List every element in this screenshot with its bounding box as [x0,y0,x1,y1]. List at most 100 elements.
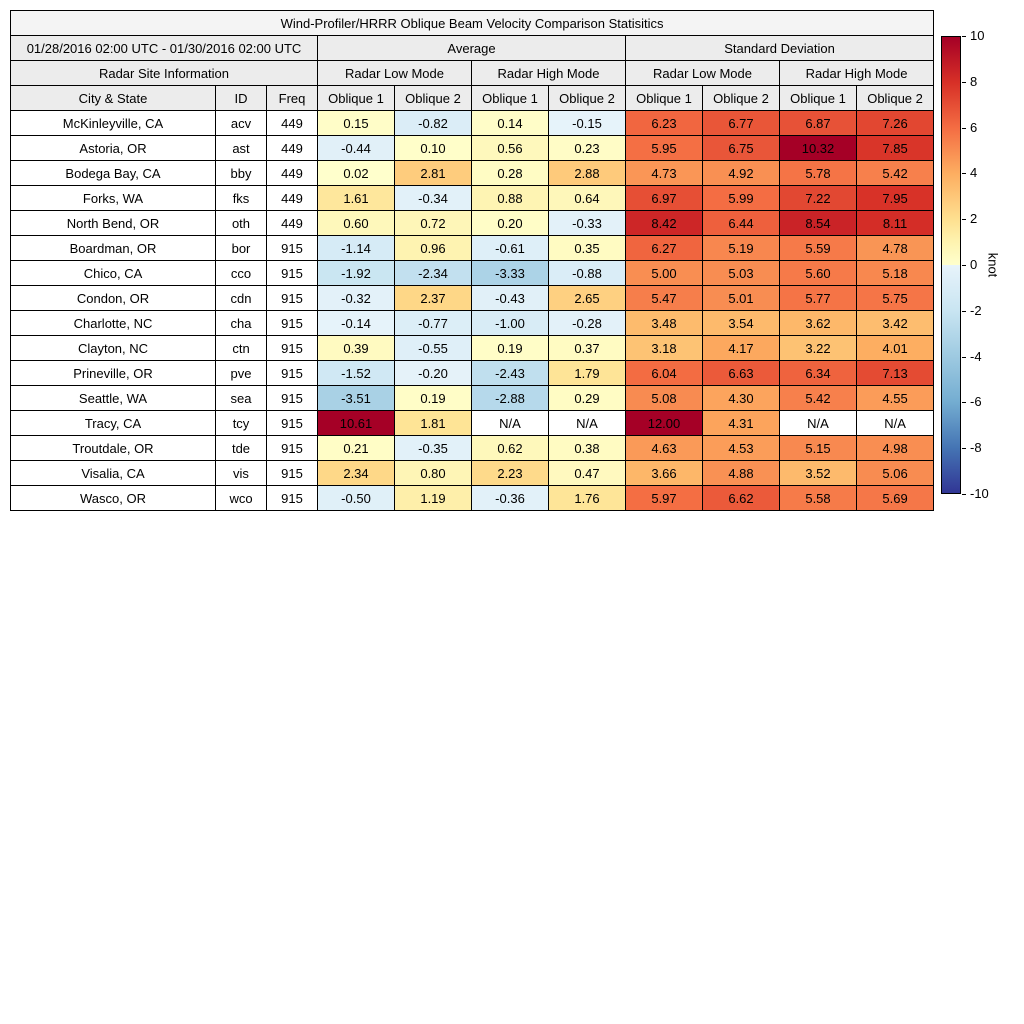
colorbar-tick [962,311,966,312]
value-cell: 4.63 [625,435,703,461]
value-cell: 5.60 [779,260,857,286]
value-cell: 5.01 [702,285,780,311]
value-cell: 5.47 [625,285,703,311]
col-header-oblique-2: Oblique 2 [394,85,472,111]
value-cell: -1.14 [317,235,395,261]
table-title: Wind-Profiler/HRRR Oblique Beam Velocity… [9,10,935,36]
site-info-header: Radar Site Information [10,60,318,86]
value-cell: 3.54 [702,310,780,336]
city-state-cell: Troutdale, OR [10,435,216,461]
site-id-cell: bby [215,160,267,186]
colorbar-tick-label: 6 [970,120,978,135]
freq-cell: 915 [266,310,318,336]
value-cell: 0.29 [548,385,626,411]
value-cell: 4.88 [702,460,780,486]
site-id-cell: cco [215,260,267,286]
freq-cell: 449 [266,160,318,186]
site-id-cell: pve [215,360,267,386]
col-header-city: City & State [10,85,216,111]
table-row: McKinleyville, CA acv 449 0.15 -0.82 0.14 -0.1… [10,110,935,136]
colorbar-tick-label: 2 [970,211,978,226]
value-cell: -0.88 [548,260,626,286]
site-id-cell: cha [215,310,267,336]
value-cell: 4.30 [702,385,780,411]
value-cell: 0.20 [471,210,549,236]
average-group-header: Average [317,35,626,61]
date-range-header: 01/28/2016 02:00 UTC - 01/30/2016 02:00 … [10,35,318,61]
freq-cell: 915 [266,385,318,411]
col-header-oblique-5: Oblique 1 [625,85,703,111]
value-cell: -2.43 [471,360,549,386]
colorbar-tick [962,265,966,266]
value-cell: -1.92 [317,260,395,286]
value-cell: 4.55 [855,385,935,411]
value-cell: 0.19 [471,335,549,361]
city-state-cell: Boardman, OR [10,235,216,261]
value-cell: 3.22 [779,335,857,361]
value-cell: 6.97 [625,185,703,211]
value-cell: -3.33 [471,260,549,286]
std-low-mode-header: Radar Low Mode [625,60,780,86]
freq-cell: 915 [266,410,318,436]
value-cell: 7.85 [855,135,935,161]
site-id-cell: tcy [215,410,267,436]
value-cell: 4.01 [855,335,935,361]
value-cell: 6.75 [702,135,780,161]
value-cell: -3.51 [317,385,395,411]
freq-cell: 915 [266,360,318,386]
table-row: Prineville, OR pve 915 -1.52 -0.20 -2.43 1.79 6… [10,360,935,386]
value-cell: -0.61 [471,235,549,261]
value-cell: 0.64 [548,185,626,211]
value-cell: 0.88 [471,185,549,211]
value-cell: -0.34 [394,185,472,211]
colorbar-unit-label: knot [985,252,1001,278]
value-cell: 5.99 [702,185,780,211]
value-cell: 5.78 [779,160,857,186]
value-cell: 6.62 [702,485,780,511]
freq-cell: 915 [266,460,318,486]
value-cell: 0.38 [548,435,626,461]
value-cell: 4.98 [855,435,935,461]
freq-cell: 915 [266,235,318,261]
value-cell: 3.62 [779,310,857,336]
value-cell: 0.14 [471,110,549,136]
table-row: Boardman, OR bor 915 -1.14 0.96 -0.61 0.35 6.27… [10,235,935,261]
value-cell: -0.77 [394,310,472,336]
value-cell: -0.36 [471,485,549,511]
value-cell: 0.62 [471,435,549,461]
value-cell: 3.48 [625,310,703,336]
value-cell: 0.56 [471,135,549,161]
value-cell: 10.61 [317,410,395,436]
value-cell: 4.17 [702,335,780,361]
value-cell: 7.95 [855,185,935,211]
value-cell: -0.82 [394,110,472,136]
value-cell: 2.37 [394,285,472,311]
value-cell: 6.44 [702,210,780,236]
value-cell: 0.19 [394,385,472,411]
city-state-cell: Forks, WA [10,185,216,211]
colorbar-tick [962,128,966,129]
colorbar-tick [962,219,966,220]
col-header-oblique-1: Oblique 1 [317,85,395,111]
value-cell: 3.18 [625,335,703,361]
city-state-cell: Clayton, NC [10,335,216,361]
avg-low-mode-header: Radar Low Mode [317,60,472,86]
value-cell: 6.27 [625,235,703,261]
value-cell: 5.00 [625,260,703,286]
site-id-cell: fks [215,185,267,211]
value-cell: 8.54 [779,210,857,236]
table-row: Forks, WA fks 449 1.61 -0.34 0.88 0.64 6.97 5.99… [10,185,935,211]
freq-cell: 449 [266,135,318,161]
city-state-cell: McKinleyville, CA [10,110,216,136]
value-cell: -2.34 [394,260,472,286]
site-id-cell: ast [215,135,267,161]
table-row: Tracy, CA tcy 915 10.61 1.81 N/A N/A 12.00 4.31 N… [10,410,935,436]
value-cell: -0.14 [317,310,395,336]
city-state-cell: Bodega Bay, CA [10,160,216,186]
value-cell: 4.92 [702,160,780,186]
value-cell: -1.52 [317,360,395,386]
colorbar-tick-label: -2 [970,303,982,318]
colorbar-tick [962,448,966,449]
site-id-cell: acv [215,110,267,136]
value-cell: 5.03 [702,260,780,286]
